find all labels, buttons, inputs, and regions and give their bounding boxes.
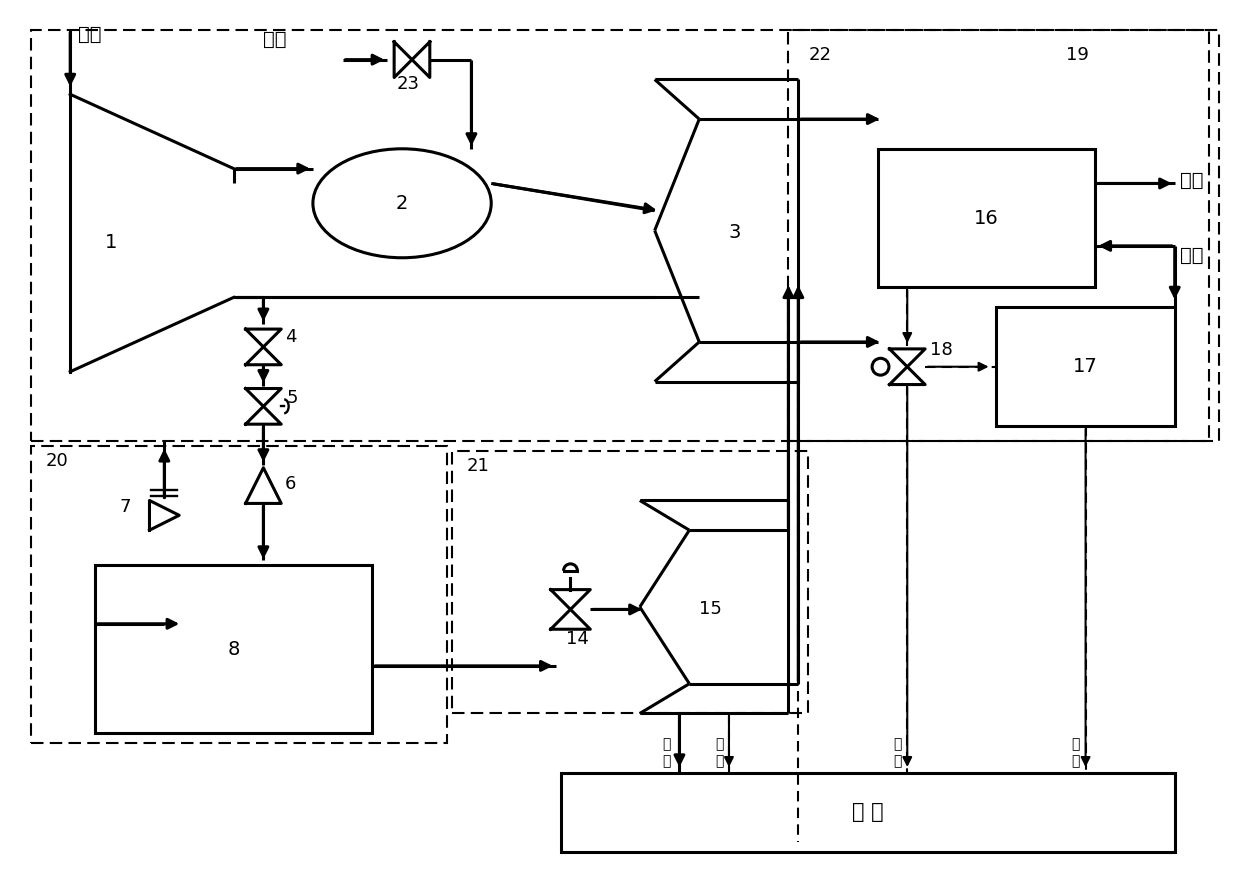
Text: 6: 6 <box>285 475 296 493</box>
Text: 空气: 空气 <box>78 26 102 44</box>
Text: 用 户: 用 户 <box>852 803 883 822</box>
Text: 热: 热 <box>893 754 901 768</box>
Text: 16: 16 <box>975 208 999 228</box>
Text: 3: 3 <box>729 223 742 242</box>
Text: 20: 20 <box>46 452 68 470</box>
Text: 燃料: 燃料 <box>263 30 286 50</box>
Text: 19: 19 <box>1065 46 1089 64</box>
Text: 23: 23 <box>397 75 420 93</box>
Text: 排烟: 排烟 <box>1179 171 1203 190</box>
Text: 供: 供 <box>662 737 671 751</box>
Text: 冷: 冷 <box>1071 754 1080 768</box>
Text: 21: 21 <box>466 457 490 475</box>
Bar <box>95 565 372 734</box>
Text: 电: 电 <box>662 754 671 768</box>
Text: 2: 2 <box>396 194 408 213</box>
Text: 14: 14 <box>565 630 589 648</box>
Bar <box>997 307 1174 426</box>
Text: 4: 4 <box>285 328 296 346</box>
Text: 18: 18 <box>930 341 952 359</box>
Bar <box>878 149 1095 287</box>
Text: 22: 22 <box>808 46 831 64</box>
Text: 供: 供 <box>893 737 901 751</box>
Text: 供: 供 <box>1071 737 1080 751</box>
Text: 供: 供 <box>715 737 723 751</box>
Text: 电: 电 <box>715 754 723 768</box>
Text: 8: 8 <box>227 640 239 658</box>
Text: 15: 15 <box>699 601 722 618</box>
Text: 给水: 给水 <box>1179 246 1203 265</box>
Text: 7: 7 <box>120 498 131 517</box>
Text: 17: 17 <box>1073 357 1097 377</box>
Text: 5: 5 <box>286 389 298 408</box>
Bar <box>560 773 1174 852</box>
Text: 1: 1 <box>105 233 118 252</box>
